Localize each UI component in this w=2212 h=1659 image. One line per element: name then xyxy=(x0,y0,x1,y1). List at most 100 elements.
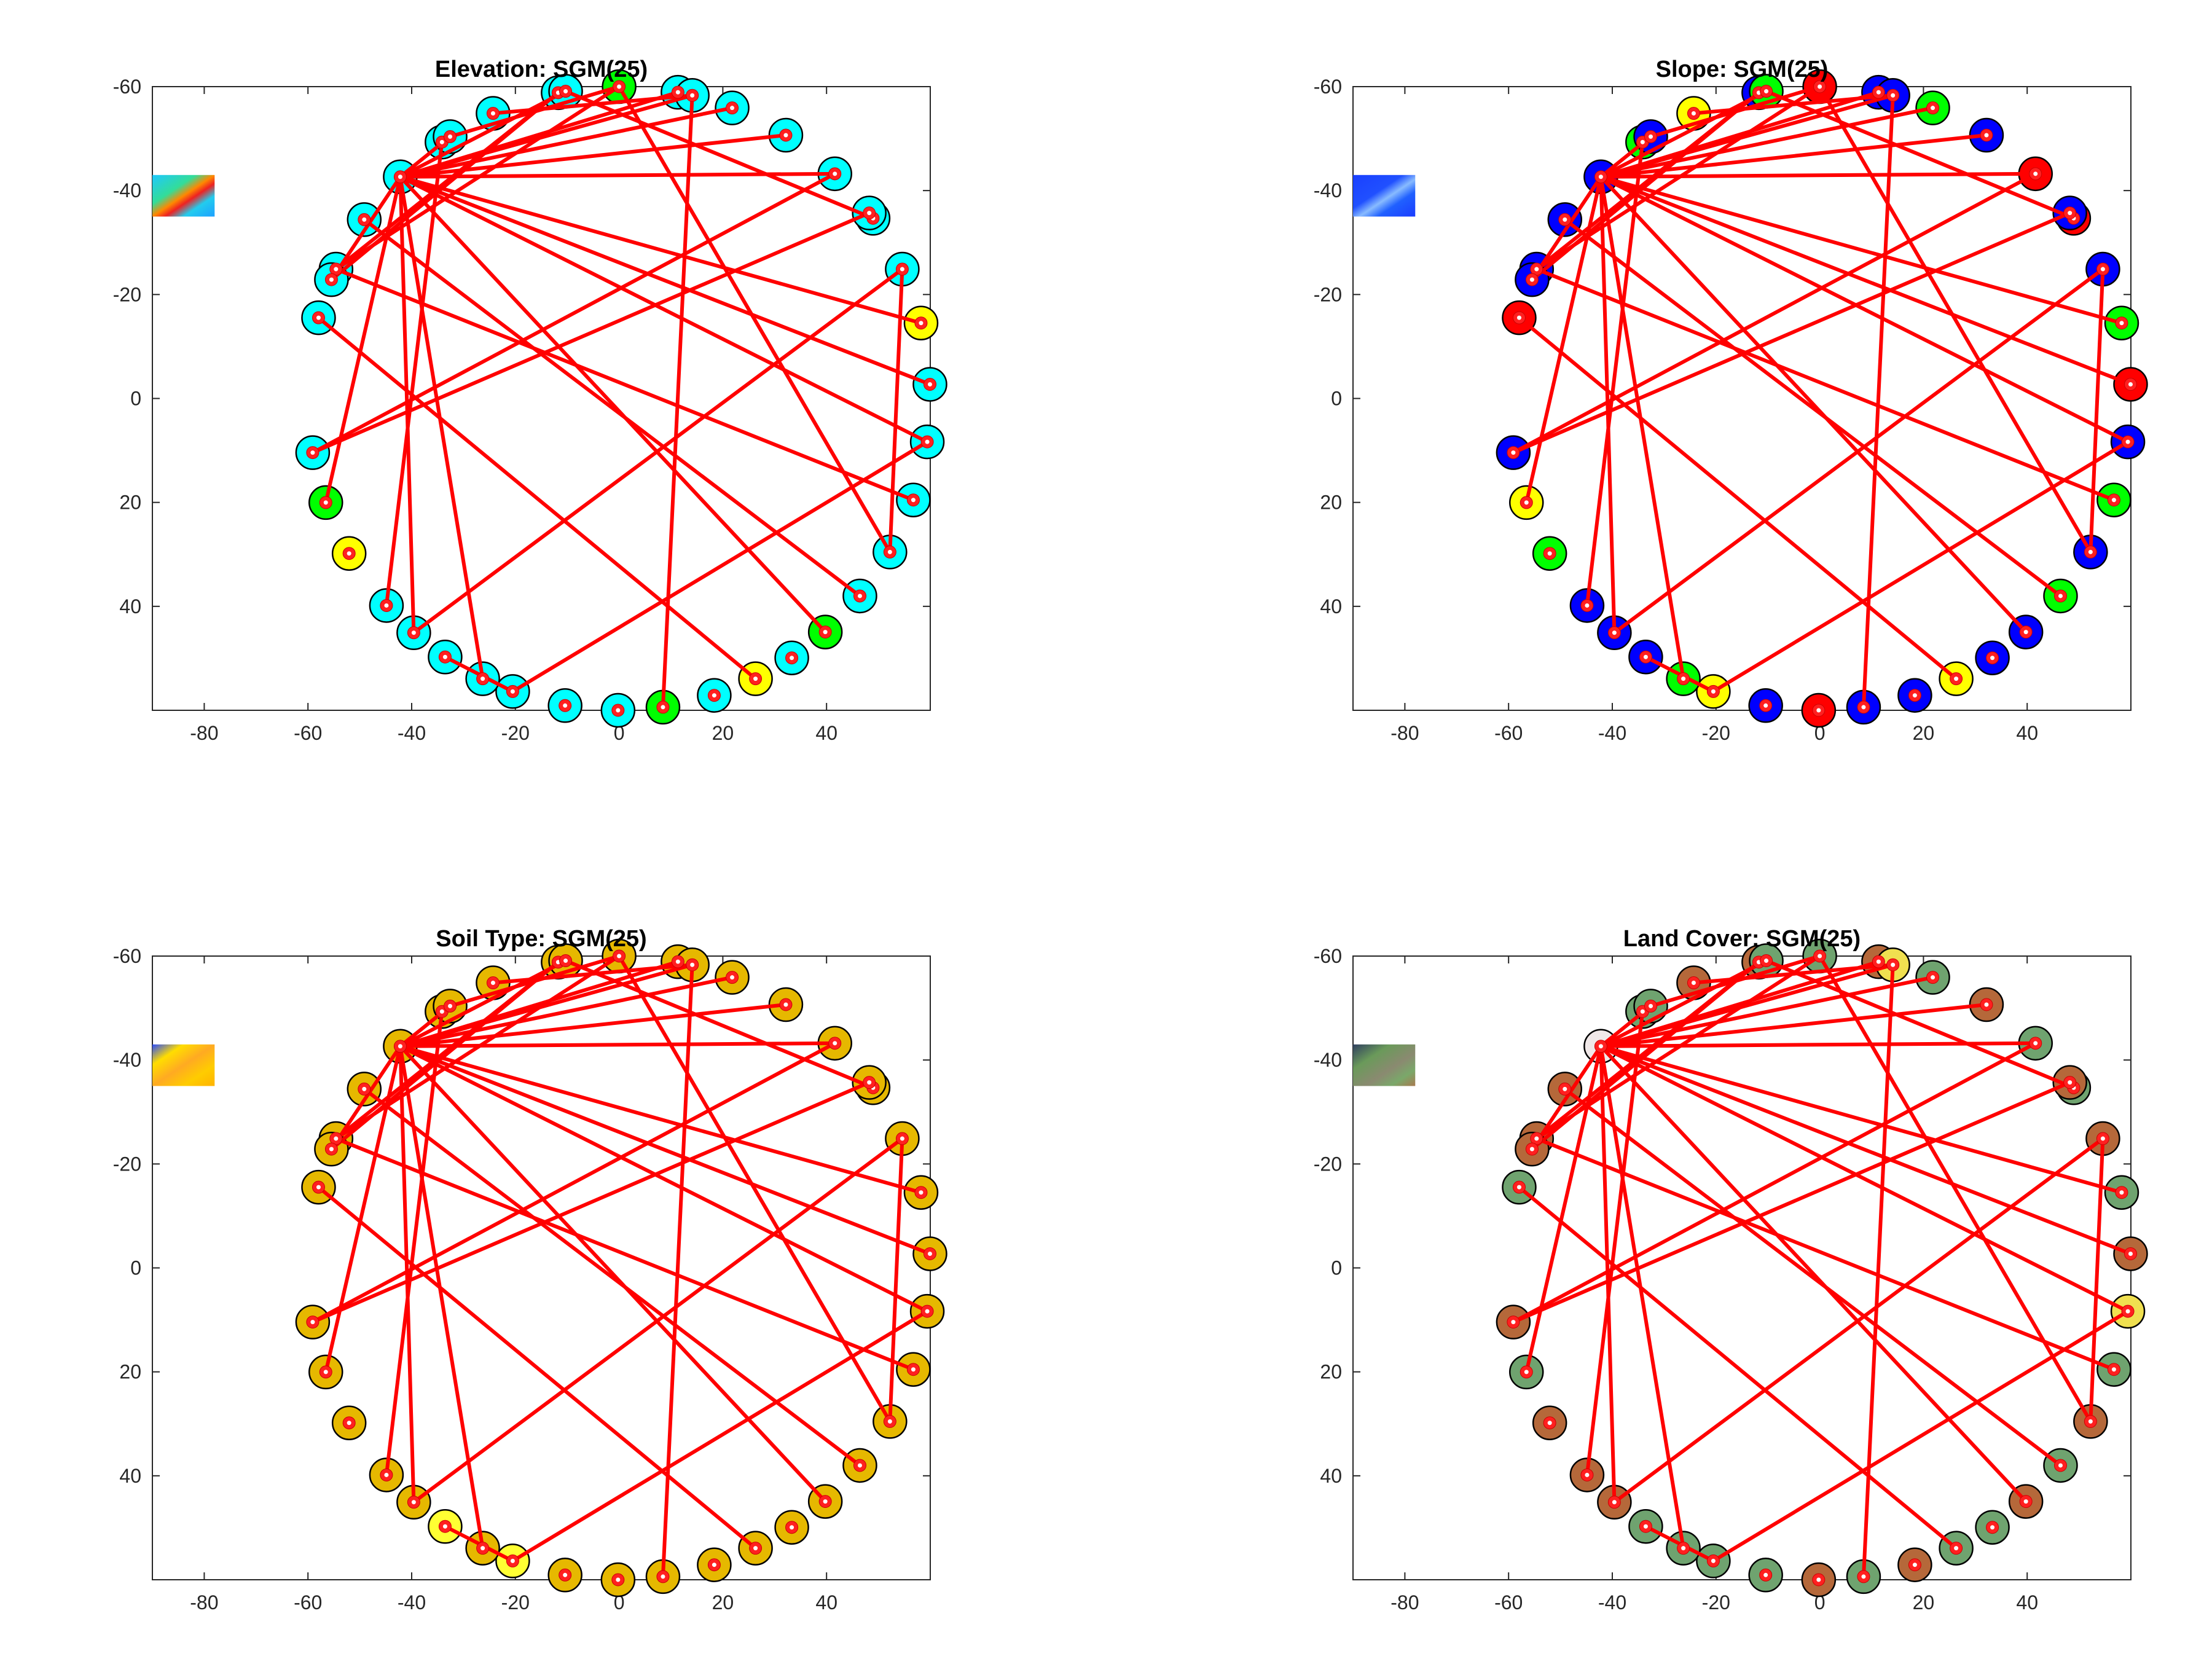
graph-edge xyxy=(1530,175,1603,282)
graph-node-center xyxy=(2125,1309,2130,1314)
graph-node-center xyxy=(1547,1421,1552,1426)
graph-node-center xyxy=(1612,1500,1617,1505)
y-tick-label: -40 xyxy=(1314,1049,1342,1071)
x-tick-label: -60 xyxy=(294,1591,322,1614)
graph-node-center xyxy=(2128,382,2133,386)
graph-edge xyxy=(1511,1080,2072,1324)
y-tick-label: -60 xyxy=(1314,76,1342,98)
graph-node-center xyxy=(2111,1367,2116,1372)
y-tick-label: 20 xyxy=(119,492,141,514)
y-tick-label: -40 xyxy=(113,1049,141,1071)
graph-node-center xyxy=(927,1251,932,1256)
graph-node-center xyxy=(1511,1320,1516,1325)
graph-edge xyxy=(398,1044,923,1194)
graph-edge xyxy=(398,93,694,179)
graph-edge xyxy=(1764,959,2076,1090)
graph-edge xyxy=(511,1309,930,1563)
graph-edge xyxy=(1585,1010,1645,1477)
graph-node-center xyxy=(2058,594,2063,598)
graph-node-center xyxy=(384,603,389,608)
graph-edge xyxy=(888,1137,904,1424)
graph-node-center xyxy=(1529,1147,1534,1151)
x-tick-label: 40 xyxy=(815,722,837,744)
graph-edge xyxy=(1711,1309,2130,1563)
graph-node-center xyxy=(2023,1499,2028,1504)
graph-edge xyxy=(329,175,402,282)
graph-node-center xyxy=(1691,981,1696,986)
graph-node-center xyxy=(442,654,447,659)
graph-node-center xyxy=(1861,1574,1866,1579)
graph-node-center xyxy=(925,439,930,444)
y-tick-label: 0 xyxy=(1331,1257,1342,1279)
graph-node-center xyxy=(316,1185,321,1190)
graph-edge xyxy=(1599,963,1895,1048)
graph-edge xyxy=(1599,975,1935,1048)
graph-node-center xyxy=(1912,693,1917,698)
graph-node-center xyxy=(442,1524,447,1529)
y-tick-label: 40 xyxy=(1320,1465,1342,1487)
graph-edge xyxy=(398,975,734,1048)
graph-node-center xyxy=(398,1044,402,1049)
graph-edge xyxy=(1563,218,2063,598)
x-tick-label: -40 xyxy=(1598,722,1626,744)
y-tick-label: 20 xyxy=(1320,492,1342,514)
graph-node-center xyxy=(398,175,402,179)
graph-node-center xyxy=(310,1320,315,1325)
graph-node-center xyxy=(1598,175,1603,179)
graph-edge xyxy=(1599,1044,2130,1314)
graph-node-center xyxy=(563,959,568,963)
graph-node-center xyxy=(1563,217,1567,222)
graph-node-center xyxy=(887,549,892,554)
graph-node-center xyxy=(334,267,339,272)
chart-panel-1: -80 -60 -40 -20 0 20 40-60-40-2002040Elevation… xyxy=(113,57,947,744)
chart-title: Land Cover: SGM(25) xyxy=(1623,926,1861,952)
graph-edge xyxy=(362,218,862,598)
graph-node-center xyxy=(510,689,515,694)
graph-node-center xyxy=(448,1003,453,1008)
x-tick-label: 20 xyxy=(712,722,734,744)
x-tick-label: -40 xyxy=(1598,1591,1626,1614)
graph-node-center xyxy=(563,703,568,708)
graph-node-center xyxy=(563,89,568,94)
graph-node-center xyxy=(833,171,837,176)
graph-edge xyxy=(511,440,930,694)
graph-edge xyxy=(329,1044,402,1151)
graph-node-center xyxy=(1954,677,1959,681)
slope-map-thumbnail xyxy=(1353,175,1416,217)
y-tick-label: -60 xyxy=(1314,945,1342,967)
graph-node-center xyxy=(1861,705,1866,710)
graph-node-center xyxy=(617,84,622,89)
graph-edge xyxy=(1599,93,1895,179)
chart-title: Slope: SGM(25) xyxy=(1656,57,1829,82)
graph-node-center xyxy=(616,708,621,713)
graph-node-center xyxy=(661,1574,665,1579)
graph-node-center xyxy=(2125,439,2130,444)
graph-node-center xyxy=(323,500,328,505)
graph-node-center xyxy=(2088,1419,2093,1424)
graph-node-center xyxy=(1585,603,1590,608)
elevation-map-thumbnail xyxy=(152,175,215,217)
graph-node-center xyxy=(2128,1251,2133,1256)
graph-node-center xyxy=(480,1546,485,1551)
graph-node-center xyxy=(1598,1044,1603,1049)
graph-node-center xyxy=(867,211,872,216)
graph-edge xyxy=(1599,1044,1685,1550)
y-tick-label: -60 xyxy=(113,76,141,98)
graph-node-center xyxy=(675,959,680,964)
graph-edge xyxy=(398,175,485,681)
graph-node-center xyxy=(900,1136,904,1141)
axes-frame xyxy=(152,86,931,711)
y-tick-label: -40 xyxy=(1314,179,1342,202)
graph-node-center xyxy=(616,1577,621,1582)
graph-edge xyxy=(1599,1044,2028,1504)
y-tick-label: -20 xyxy=(1314,283,1342,305)
y-tick-label: 40 xyxy=(1320,595,1342,618)
graph-node-center xyxy=(1891,93,1896,98)
graph-node-center xyxy=(1649,1003,1653,1008)
graph-node-center xyxy=(919,1190,924,1195)
graph-edge xyxy=(1530,1044,1603,1151)
graph-node-center xyxy=(1891,962,1896,967)
x-tick-label: -40 xyxy=(398,1591,426,1614)
graph-edge xyxy=(1517,316,1958,681)
